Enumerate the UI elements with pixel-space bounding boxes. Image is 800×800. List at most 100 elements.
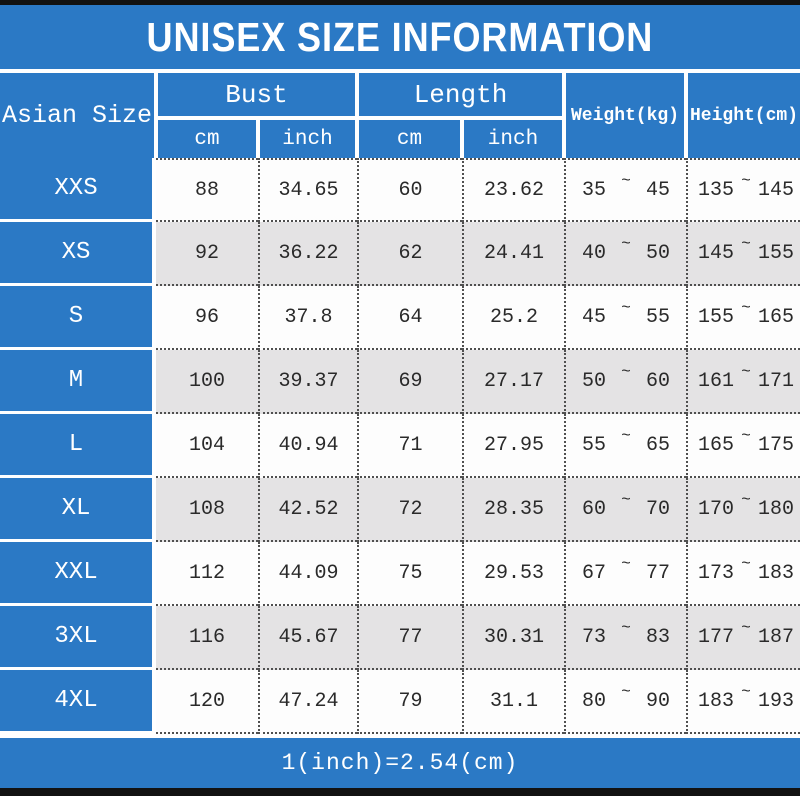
weight-max: 83 xyxy=(645,625,670,649)
tilde-icon: ~ xyxy=(621,235,631,253)
height-max: 175 xyxy=(757,433,794,457)
length-inch-value: 27.95 xyxy=(462,414,564,478)
bust-inch-value: 40.94 xyxy=(258,414,357,478)
height-range: 145 ~ 155 xyxy=(686,222,800,286)
bust-cm-value: 88 xyxy=(156,158,258,222)
weight-min: 40 xyxy=(582,241,607,265)
length-cm-value: 75 xyxy=(357,542,462,606)
length-inch-value: 25.2 xyxy=(462,286,564,350)
weight-min: 73 xyxy=(582,625,607,649)
tilde-icon: ~ xyxy=(741,299,751,317)
weight-min: 67 xyxy=(582,561,607,585)
table-row: XS 92 36.22 62 24.41 40 ~ 50 145 ~ 155 xyxy=(0,222,800,286)
bust-cm-value: 108 xyxy=(156,478,258,542)
size-label: M xyxy=(0,350,156,414)
weight-range: 55 ~ 65 xyxy=(564,414,686,478)
header-bust-inch: inch xyxy=(258,118,357,158)
length-inch-value: 29.53 xyxy=(462,542,564,606)
tilde-icon: ~ xyxy=(741,619,751,637)
size-label: S xyxy=(0,286,156,350)
header-length-inch: inch xyxy=(462,118,564,158)
length-inch-value: 28.35 xyxy=(462,478,564,542)
length-cm-value: 71 xyxy=(357,414,462,478)
height-max: 165 xyxy=(757,305,794,329)
header-height: Height(cm) xyxy=(686,73,800,158)
height-min: 161 xyxy=(698,369,735,393)
length-cm-value: 79 xyxy=(357,670,462,734)
height-max: 155 xyxy=(757,241,794,265)
header-asian-size: Asian Size xyxy=(0,73,156,158)
size-label: L xyxy=(0,414,156,478)
length-inch-value: 23.62 xyxy=(462,158,564,222)
title-bar: UNISEX SIZE INFORMATION xyxy=(0,5,800,73)
length-inch-value: 24.41 xyxy=(462,222,564,286)
table-header: Asian Size Bust Length Weight(kg) Height… xyxy=(0,73,800,158)
weight-max: 60 xyxy=(645,369,670,393)
size-label: XL xyxy=(0,478,156,542)
header-length: Length xyxy=(357,73,564,118)
length-inch-value: 31.1 xyxy=(462,670,564,734)
tilde-icon: ~ xyxy=(621,172,631,190)
tilde-icon: ~ xyxy=(621,491,631,509)
size-label: 4XL xyxy=(0,670,156,734)
bust-inch-value: 47.24 xyxy=(258,670,357,734)
bust-inch-value: 34.65 xyxy=(258,158,357,222)
bust-inch-value: 44.09 xyxy=(258,542,357,606)
weight-min: 35 xyxy=(582,178,607,202)
bust-inch-value: 42.52 xyxy=(258,478,357,542)
weight-min: 80 xyxy=(582,689,607,713)
header-bust-cm: cm xyxy=(156,118,258,158)
height-min: 165 xyxy=(698,433,735,457)
size-label: XS xyxy=(0,222,156,286)
weight-range: 35 ~ 45 xyxy=(564,158,686,222)
tilde-icon: ~ xyxy=(621,299,631,317)
table-body: XXS 88 34.65 60 23.62 35 ~ 45 135 ~ 145 … xyxy=(0,158,800,734)
weight-min: 60 xyxy=(582,497,607,521)
height-max: 187 xyxy=(757,625,794,649)
bust-inch-value: 45.67 xyxy=(258,606,357,670)
weight-range: 80 ~ 90 xyxy=(564,670,686,734)
weight-range: 40 ~ 50 xyxy=(564,222,686,286)
bust-inch-value: 39.37 xyxy=(258,350,357,414)
weight-max: 90 xyxy=(645,689,670,713)
conversion-note: 1(inch)=2.54(cm) xyxy=(281,750,519,776)
height-range: 165 ~ 175 xyxy=(686,414,800,478)
height-range: 183 ~ 193 xyxy=(686,670,800,734)
height-min: 170 xyxy=(698,497,735,521)
length-cm-value: 60 xyxy=(357,158,462,222)
tilde-icon: ~ xyxy=(621,427,631,445)
table-row: S 96 37.8 64 25.2 45 ~ 55 155 ~ 165 xyxy=(0,286,800,350)
height-max: 171 xyxy=(757,369,794,393)
weight-range: 67 ~ 77 xyxy=(564,542,686,606)
table-row: 4XL 120 47.24 79 31.1 80 ~ 90 183 ~ 193 xyxy=(0,670,800,734)
weight-min: 55 xyxy=(582,433,607,457)
tilde-icon: ~ xyxy=(741,683,751,701)
bust-cm-value: 120 xyxy=(156,670,258,734)
height-max: 183 xyxy=(757,561,794,585)
height-range: 155 ~ 165 xyxy=(686,286,800,350)
header-length-cm: cm xyxy=(357,118,462,158)
height-max: 180 xyxy=(757,497,794,521)
weight-max: 65 xyxy=(645,433,670,457)
top-border-bar xyxy=(0,0,800,5)
size-label: XXS xyxy=(0,158,156,222)
table-row: XL 108 42.52 72 28.35 60 ~ 70 170 ~ 180 xyxy=(0,478,800,542)
height-range: 173 ~ 183 xyxy=(686,542,800,606)
footer-bar: 1(inch)=2.54(cm) xyxy=(0,738,800,788)
height-min: 135 xyxy=(698,178,735,202)
bust-cm-value: 116 xyxy=(156,606,258,670)
height-range: 177 ~ 187 xyxy=(686,606,800,670)
height-range: 170 ~ 180 xyxy=(686,478,800,542)
bust-cm-value: 92 xyxy=(156,222,258,286)
header-bust: Bust xyxy=(156,73,357,118)
bust-cm-value: 104 xyxy=(156,414,258,478)
weight-max: 55 xyxy=(645,305,670,329)
height-min: 177 xyxy=(698,625,735,649)
tilde-icon: ~ xyxy=(621,683,631,701)
table-row: M 100 39.37 69 27.17 50 ~ 60 161 ~ 171 xyxy=(0,350,800,414)
height-range: 135 ~ 145 xyxy=(686,158,800,222)
length-cm-value: 69 xyxy=(357,350,462,414)
size-label: 3XL xyxy=(0,606,156,670)
tilde-icon: ~ xyxy=(741,363,751,381)
